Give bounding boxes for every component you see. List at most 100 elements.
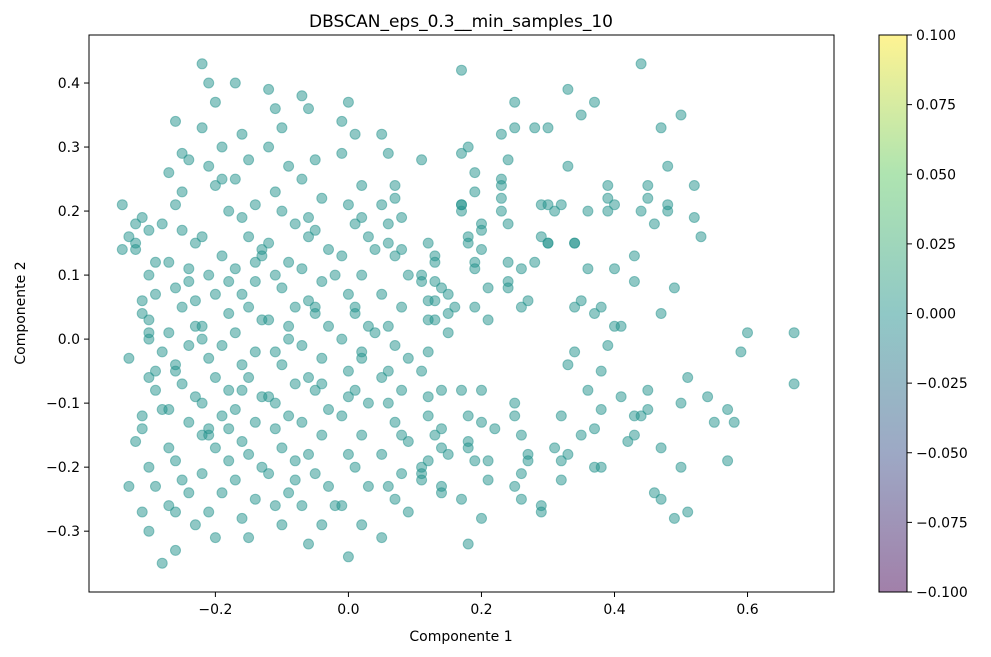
data-point	[249, 276, 261, 287]
data-point	[229, 327, 241, 339]
y-tick-label: 0.1	[58, 268, 80, 284]
data-point	[256, 461, 268, 473]
data-point	[688, 212, 700, 223]
data-point	[429, 256, 441, 268]
data-point	[569, 301, 581, 313]
data-point	[130, 237, 142, 249]
data-point	[389, 180, 401, 191]
data-point	[243, 532, 255, 544]
data-point	[150, 365, 161, 377]
colorbar-tick-label: 0.050	[916, 167, 956, 183]
data-point	[469, 301, 481, 313]
data-point	[342, 365, 354, 377]
data-point	[189, 237, 201, 249]
data-point	[303, 103, 314, 115]
data-point	[283, 333, 295, 345]
data-point	[476, 512, 487, 524]
colorbar-tick-label: −0.075	[916, 515, 968, 531]
data-point	[323, 404, 334, 415]
data-point	[675, 461, 687, 473]
data-point	[249, 346, 261, 358]
data-point	[396, 301, 408, 313]
data-point	[422, 237, 434, 249]
data-point	[143, 269, 155, 281]
data-point	[442, 308, 454, 319]
data-point	[515, 468, 527, 480]
data-point	[436, 423, 447, 435]
data-point	[342, 288, 354, 300]
data-point	[402, 506, 414, 518]
data-point	[309, 384, 321, 396]
data-point	[542, 237, 554, 249]
data-point	[396, 468, 408, 480]
data-point	[316, 519, 328, 531]
data-point	[469, 455, 481, 467]
data-point	[615, 320, 627, 332]
data-point	[116, 244, 128, 255]
data-point	[442, 288, 454, 300]
data-point	[402, 436, 414, 447]
colorbar-tick-label: 0.000	[916, 307, 956, 323]
data-point	[382, 320, 394, 332]
data-point	[342, 199, 354, 211]
data-point	[648, 487, 660, 499]
data-point	[589, 423, 600, 435]
data-point	[209, 442, 221, 454]
colorbar-tick-label: −0.025	[916, 376, 968, 392]
data-point	[236, 436, 248, 447]
data-point	[143, 372, 155, 383]
colorbar	[878, 34, 908, 593]
data-point	[263, 141, 275, 153]
data-point	[196, 58, 208, 70]
data-point	[628, 250, 640, 262]
data-point	[502, 154, 514, 166]
y-tick-label: 0.4	[58, 76, 80, 92]
data-point	[236, 212, 248, 223]
data-point	[203, 429, 215, 441]
colorbar-tick-label: −0.100	[916, 585, 968, 601]
data-point	[183, 340, 195, 351]
data-point	[170, 115, 181, 127]
data-point	[269, 346, 281, 358]
x-tick-label: 0.2	[470, 602, 492, 618]
data-point	[269, 500, 281, 512]
data-point	[662, 160, 674, 172]
data-point	[183, 487, 195, 499]
data-point	[402, 352, 414, 364]
data-point	[502, 218, 514, 230]
data-point	[116, 199, 128, 211]
data-point	[662, 205, 674, 217]
data-point	[170, 365, 181, 377]
data-point	[176, 224, 188, 236]
data-point	[382, 480, 394, 492]
data-point	[635, 205, 647, 217]
data-point	[170, 282, 181, 294]
data-point	[589, 96, 600, 108]
data-point	[515, 263, 527, 275]
data-point	[655, 493, 667, 505]
data-point	[236, 128, 248, 140]
data-point	[595, 301, 607, 313]
data-point	[376, 532, 388, 544]
data-point	[456, 147, 467, 159]
data-point	[356, 429, 368, 441]
data-point	[376, 372, 388, 383]
data-point	[336, 250, 348, 262]
data-point	[143, 314, 155, 326]
data-point	[349, 461, 361, 473]
data-point	[509, 410, 521, 422]
data-point	[249, 199, 261, 211]
data-point	[209, 372, 221, 383]
data-point	[675, 397, 687, 409]
data-point	[429, 429, 441, 441]
data-point	[309, 154, 321, 166]
data-point	[183, 276, 195, 287]
data-point	[143, 327, 155, 339]
data-point	[356, 346, 368, 358]
data-point	[369, 327, 381, 339]
colorbar-axis: 0.100 0.075 0.050 0.025 0.000 −0.025 −0.050 −0.…	[907, 28, 968, 601]
data-point	[462, 141, 474, 153]
data-point	[376, 288, 388, 300]
data-point	[735, 346, 747, 358]
